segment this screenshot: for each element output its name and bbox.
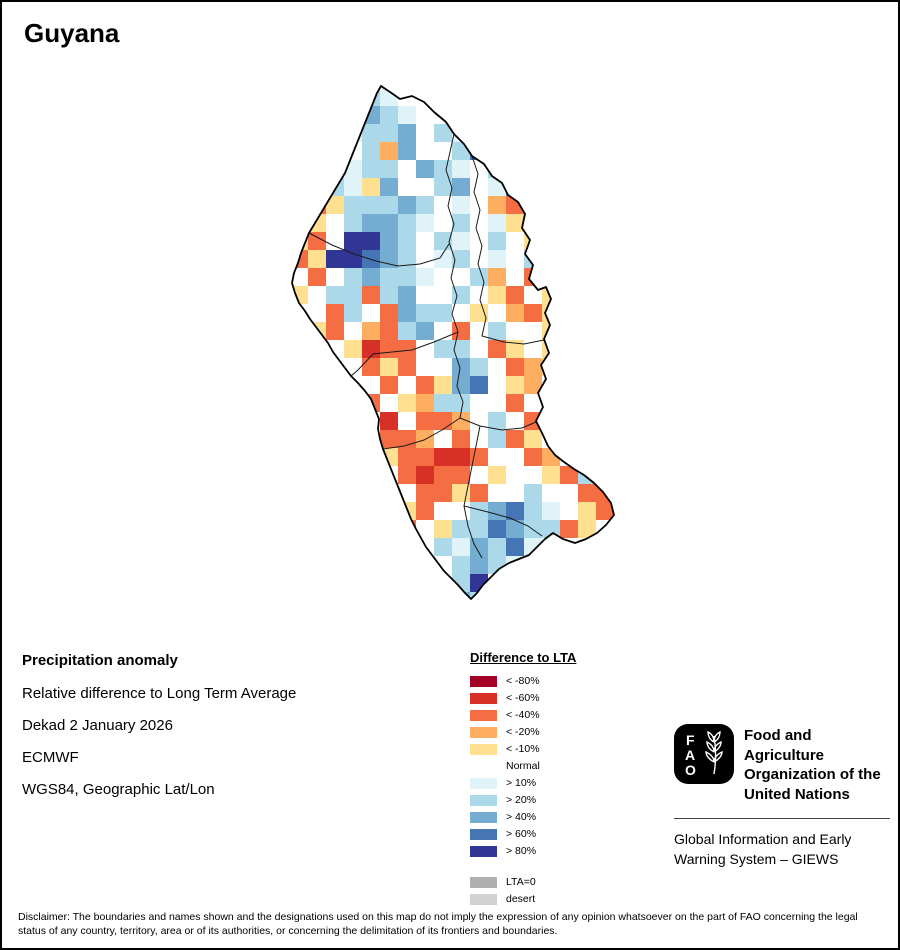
legend-item-label: > 80%	[506, 845, 537, 857]
legend-item-label: < -10%	[506, 743, 540, 755]
legend-item: > 10%	[470, 775, 576, 792]
legend-extra-items: LTA=0 desert	[470, 874, 576, 908]
legend-item-label: LTA=0	[506, 876, 536, 888]
giews-name: Global Information and Early Warning Sys…	[674, 829, 892, 870]
legend-item: > 60%	[470, 826, 576, 843]
map-info-block: Precipitation anomaly Relative differenc…	[22, 652, 296, 813]
map-info-heading: Precipitation anomaly	[22, 652, 178, 669]
map-info-line-dekad: Dekad 2 January 2026	[22, 717, 173, 734]
fao-block: F A O Food and Agriculture Organization …	[674, 724, 892, 870]
fao-org-line: Organization of the	[744, 766, 881, 783]
country-outline	[291, 85, 615, 600]
fao-logo-icon: F A O	[674, 724, 734, 784]
legend-swatch	[470, 812, 497, 823]
region-borders	[308, 133, 545, 559]
legend-item-label: > 40%	[506, 811, 537, 823]
legend-swatch	[470, 676, 497, 687]
disclaimer-text: Disclaimer: The boundaries and names sho…	[18, 911, 858, 938]
legend-item-label: > 20%	[506, 794, 537, 806]
legend-swatch	[470, 877, 497, 888]
svg-text:O: O	[685, 762, 696, 778]
precipitation-anomaly-map	[291, 85, 615, 600]
fao-divider	[674, 818, 890, 819]
legend-swatch	[470, 744, 497, 755]
fao-org-name: Food and Agriculture Organization of the…	[744, 724, 892, 804]
legend-item: < -10%	[470, 741, 576, 758]
fao-org-line: Food and Agriculture	[744, 727, 825, 764]
legend-item-label: < -80%	[506, 675, 540, 687]
legend-item-label: > 10%	[506, 777, 537, 789]
legend-swatch	[470, 795, 497, 806]
legend-swatch	[470, 829, 497, 840]
legend-item: < -60%	[470, 690, 576, 707]
legend-swatch	[470, 846, 497, 857]
page-title: Guyana	[24, 18, 120, 48]
giews-line: Global Information and Early	[674, 831, 852, 847]
map-info-line-projection: WGS84, Geographic Lat/Lon	[22, 781, 215, 798]
legend-swatch	[470, 693, 497, 704]
svg-text:F: F	[686, 732, 695, 748]
legend-item-label: < -60%	[506, 692, 540, 704]
legend-item-label: Normal	[506, 760, 540, 772]
legend-item-label: < -20%	[506, 726, 540, 738]
fao-org-line: United Nations	[744, 785, 850, 803]
legend-swatch	[470, 710, 497, 721]
legend-items: < -80% < -60% < -40% < -20% < -10% Normal > 10…	[470, 673, 576, 860]
legend-item-label: < -40%	[506, 709, 540, 721]
legend-swatch	[470, 894, 497, 905]
legend: Difference to LTA < -80% < -60% < -40% < -2…	[470, 650, 576, 908]
legend-item: Normal	[470, 758, 576, 775]
svg-text:A: A	[685, 747, 695, 763]
legend-item: LTA=0	[470, 874, 576, 891]
giews-line: Warning System – GIEWS	[674, 851, 839, 868]
legend-item: > 80%	[470, 843, 576, 860]
legend-swatch	[470, 727, 497, 738]
legend-item: < -40%	[470, 707, 576, 724]
legend-swatch	[470, 778, 497, 789]
legend-item: < -20%	[470, 724, 576, 741]
legend-item: > 20%	[470, 792, 576, 809]
raster-cells	[292, 88, 614, 599]
legend-item: desert	[470, 891, 576, 908]
legend-item: < -80%	[470, 673, 576, 690]
legend-item-label: > 60%	[506, 828, 537, 840]
legend-item: > 40%	[470, 809, 576, 826]
map-info-line-method: Relative difference to Long Term Average	[22, 685, 297, 702]
legend-swatch	[470, 761, 497, 772]
legend-title: Difference to LTA	[470, 650, 577, 665]
legend-item-label: desert	[506, 893, 536, 905]
map-info-line-source: ECMWF	[22, 749, 79, 766]
